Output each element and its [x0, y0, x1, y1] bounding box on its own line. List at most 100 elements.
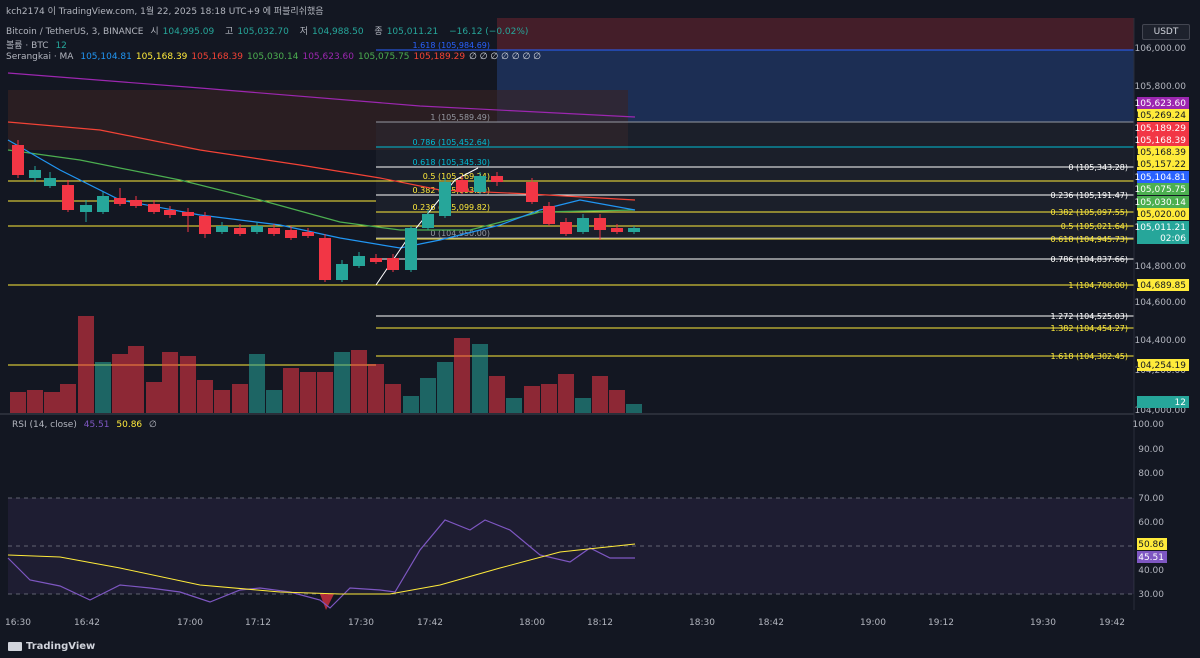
fib-lower-label-7: 1.272 (104,525.03) [1051, 312, 1129, 321]
volume-bar-28 [489, 376, 505, 414]
volume-bar-33 [575, 398, 591, 414]
fib-lower-label-3: 0.5 (105,021.64) [1061, 222, 1128, 231]
candle-body-33 [594, 218, 606, 230]
volume-bar-15 [266, 390, 282, 414]
serangkai-value-7: ∅ ∅ ∅ ∅ ∅ ∅ ∅ [469, 52, 542, 62]
fib-lower-label-9: 1.618 (104,302.45) [1051, 352, 1129, 361]
volume-bars [10, 316, 642, 414]
candle-body-30 [543, 206, 555, 224]
price-badge-text-9: 105,020.00 [1134, 210, 1186, 220]
time-tick-8: 18:30 [689, 618, 715, 628]
serangkai-value-5: 105,075.75 [358, 52, 410, 62]
volume-bar-8 [146, 382, 162, 414]
volume-bar-20 [351, 350, 367, 414]
rsi-header: RSI (14, close) 45.51 50.86 ∅ [12, 420, 161, 430]
currency-selector[interactable]: USDT [1142, 24, 1190, 40]
volume-bar-5 [95, 362, 111, 414]
candle-body-0 [12, 145, 24, 175]
candle-body-1 [29, 170, 41, 178]
price-badge-0 [1137, 97, 1189, 109]
price-badge-12 [1137, 279, 1189, 291]
candle-body-22 [387, 258, 399, 270]
volume-bar-18 [317, 372, 333, 414]
candle-body-21 [370, 258, 382, 262]
tradingview-logo[interactable]: TradingView [8, 641, 95, 652]
price-badge-1 [1137, 109, 1189, 121]
candle-body-3 [62, 185, 74, 210]
price-badge-text-3: 105,168.39 [1134, 136, 1186, 146]
price-badge-text-2: 105,189.29 [1134, 124, 1186, 134]
fib-upper-label-1: 1 (105,589.49) [430, 113, 490, 122]
right-axis[interactable]: 106,000.00 105,800.00 104,800.00 104,600.00… [1133, 44, 1190, 600]
candle-body-10 [182, 212, 194, 216]
candle-body-31 [560, 222, 572, 234]
rsi-label: RSI (14, close) [12, 420, 77, 430]
volume-bar-9 [162, 352, 178, 414]
fib-lower-label-0: 0 (105,343.28) [1068, 163, 1128, 172]
symbol-name: Bitcoin / TetherUS, 3, BINANCE [6, 27, 144, 37]
candle-body-12 [216, 226, 228, 232]
ma-purple-line [7, 72, 636, 118]
candle-body-17 [302, 232, 314, 236]
volume-bar-22 [385, 384, 401, 414]
rsi-overbought-fill [320, 594, 334, 610]
volume-bar-31 [541, 384, 557, 414]
rsi-ma-value: 50.86 [116, 420, 143, 430]
volume-bar-36 [626, 404, 642, 414]
candle-body-34 [611, 228, 623, 232]
fib-lower-label-2: 0.382 (105,097.55) [1051, 208, 1129, 217]
fib-lower-label-6: 1 (104,700.00) [1068, 281, 1128, 290]
time-tick-5: 17:42 [417, 618, 443, 628]
price-badge-9 [1137, 208, 1189, 220]
volume-bar-34 [592, 376, 608, 414]
rsi-tick-1: 90.00 [1138, 445, 1164, 455]
volume-bar-26 [454, 338, 470, 414]
time-axis[interactable]: 16:30 16:42 17:00 17:12 17:30 17:42 18:00 18:12… [5, 618, 1125, 628]
ma-lines [7, 72, 636, 286]
candle-body-16 [285, 230, 297, 238]
ma-red-line [7, 121, 636, 201]
price-badge-text-5: 105,157.22 [1134, 160, 1186, 170]
price-tick-4: 104,400.00 [1134, 336, 1186, 346]
volume-bar-19 [334, 352, 350, 414]
volume-bar-32 [558, 374, 574, 414]
serangkai-values: 105,104.81 105,168.39 105,168.39 105,030.14… [80, 52, 545, 62]
fib-lower-label-1: 0.236 (105,191.47) [1051, 191, 1129, 200]
volume-bar-27 [472, 344, 488, 414]
volume-value: 12 [55, 41, 67, 51]
candle-body-27 [474, 176, 486, 192]
price-badge-7 [1137, 183, 1189, 195]
fib-upper-label-4: 0.5 (105,269.24) [423, 172, 490, 181]
rsi-tick-3: 70.00 [1138, 494, 1164, 504]
price-tick-1: 105,800.00 [1134, 82, 1186, 92]
price-badge-text-1: 105,269.24 [1134, 111, 1186, 121]
price-badge-14 [1137, 396, 1189, 408]
serangkai-value-6: 105,189.29 [413, 52, 466, 62]
fib-upper-label-0: 1.618 (105,984.69) [413, 41, 491, 50]
candle-body-6 [114, 198, 126, 204]
serangkai-label: Serangkai · MA [6, 52, 74, 62]
volume-bar-35 [609, 390, 625, 414]
time-tick-1: 16:42 [74, 618, 100, 628]
fib-lines: 1.618 (105,984.69) 1 (105,589.49) 0.786 (1… [8, 41, 1134, 366]
volume-bar-16 [283, 368, 299, 414]
volume-bar-0 [10, 392, 26, 414]
price-badge-text-10: 105,011.21 [1134, 223, 1186, 233]
volume-bar-10 [180, 356, 196, 414]
price-badge-6 [1137, 171, 1189, 183]
serangkai-header: Serangkai · MA 105,104.81 105,168.39 105,1… [6, 52, 549, 62]
volume-bar-13 [232, 384, 248, 414]
price-badge-text-0: 105,623.60 [1134, 99, 1186, 109]
time-tick-10: 19:00 [860, 618, 886, 628]
volume-bar-12 [214, 390, 230, 414]
fib-lower-label-5: 0.786 (104,837.66) [1051, 255, 1129, 264]
fib-upper-label-3: 0.618 (105,345.30) [413, 158, 491, 167]
candle-body-4 [80, 205, 92, 212]
rsi-tick-4: 60.00 [1138, 518, 1164, 528]
fib-upper-label-6: 0.236 (105,099.82) [413, 203, 491, 212]
candle-body-14 [251, 226, 263, 232]
fib-upper-label-2: 0.786 (105,452.64) [413, 138, 491, 147]
volume-bar-29 [506, 398, 522, 414]
rsi-badge-0 [1137, 538, 1167, 550]
